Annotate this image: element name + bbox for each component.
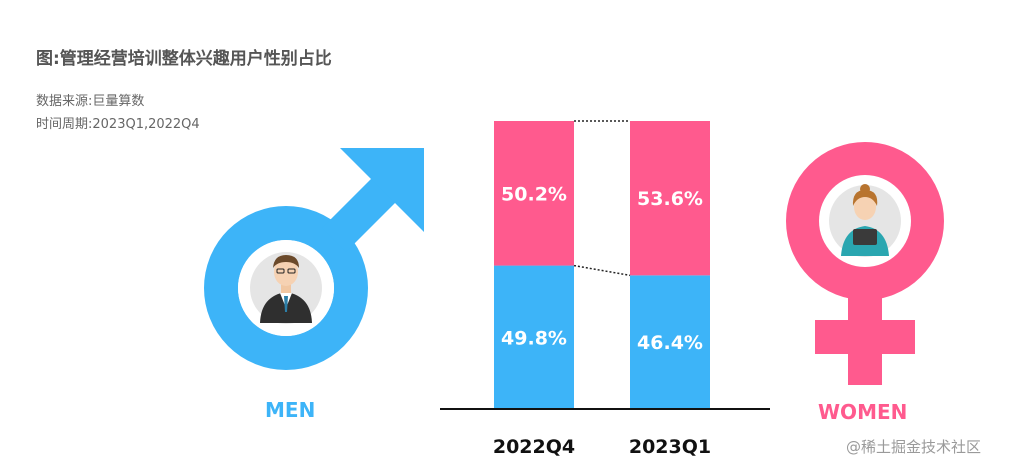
businesswoman-avatar-icon — [841, 184, 889, 256]
male-symbol-icon — [204, 148, 424, 370]
x-tick-label: 2022Q4 — [493, 436, 575, 458]
bar-segment-women — [494, 121, 574, 266]
businessman-avatar-icon — [260, 255, 312, 323]
watermark: @稀土掘金技术社区 — [846, 438, 982, 456]
bar-segment-women — [630, 121, 710, 276]
chart-title: 图:管理经营培训整体兴趣用户性别占比 — [36, 49, 332, 69]
women-label: WOMEN — [818, 400, 908, 424]
data-label-men: 49.8% — [501, 327, 567, 349]
stacked-bars: 50.2% 49.8% 2022Q4 53.6% 46.4% 2023Q1 — [493, 120, 711, 458]
bar-segment-men — [630, 275, 710, 409]
data-label-women: 53.6% — [637, 188, 703, 210]
data-label-women: 50.2% — [501, 183, 567, 205]
data-label-men: 46.4% — [637, 332, 703, 354]
men-label: MEN — [265, 398, 316, 422]
x-tick-label: 2023Q1 — [629, 436, 711, 458]
connector-split — [573, 264, 631, 277]
data-source: 数据来源:巨量算数 — [36, 94, 145, 109]
female-symbol-icon — [786, 142, 944, 385]
bar-segment-men — [494, 265, 574, 409]
time-period: 时间周期:2023Q1,2022Q4 — [36, 117, 200, 132]
